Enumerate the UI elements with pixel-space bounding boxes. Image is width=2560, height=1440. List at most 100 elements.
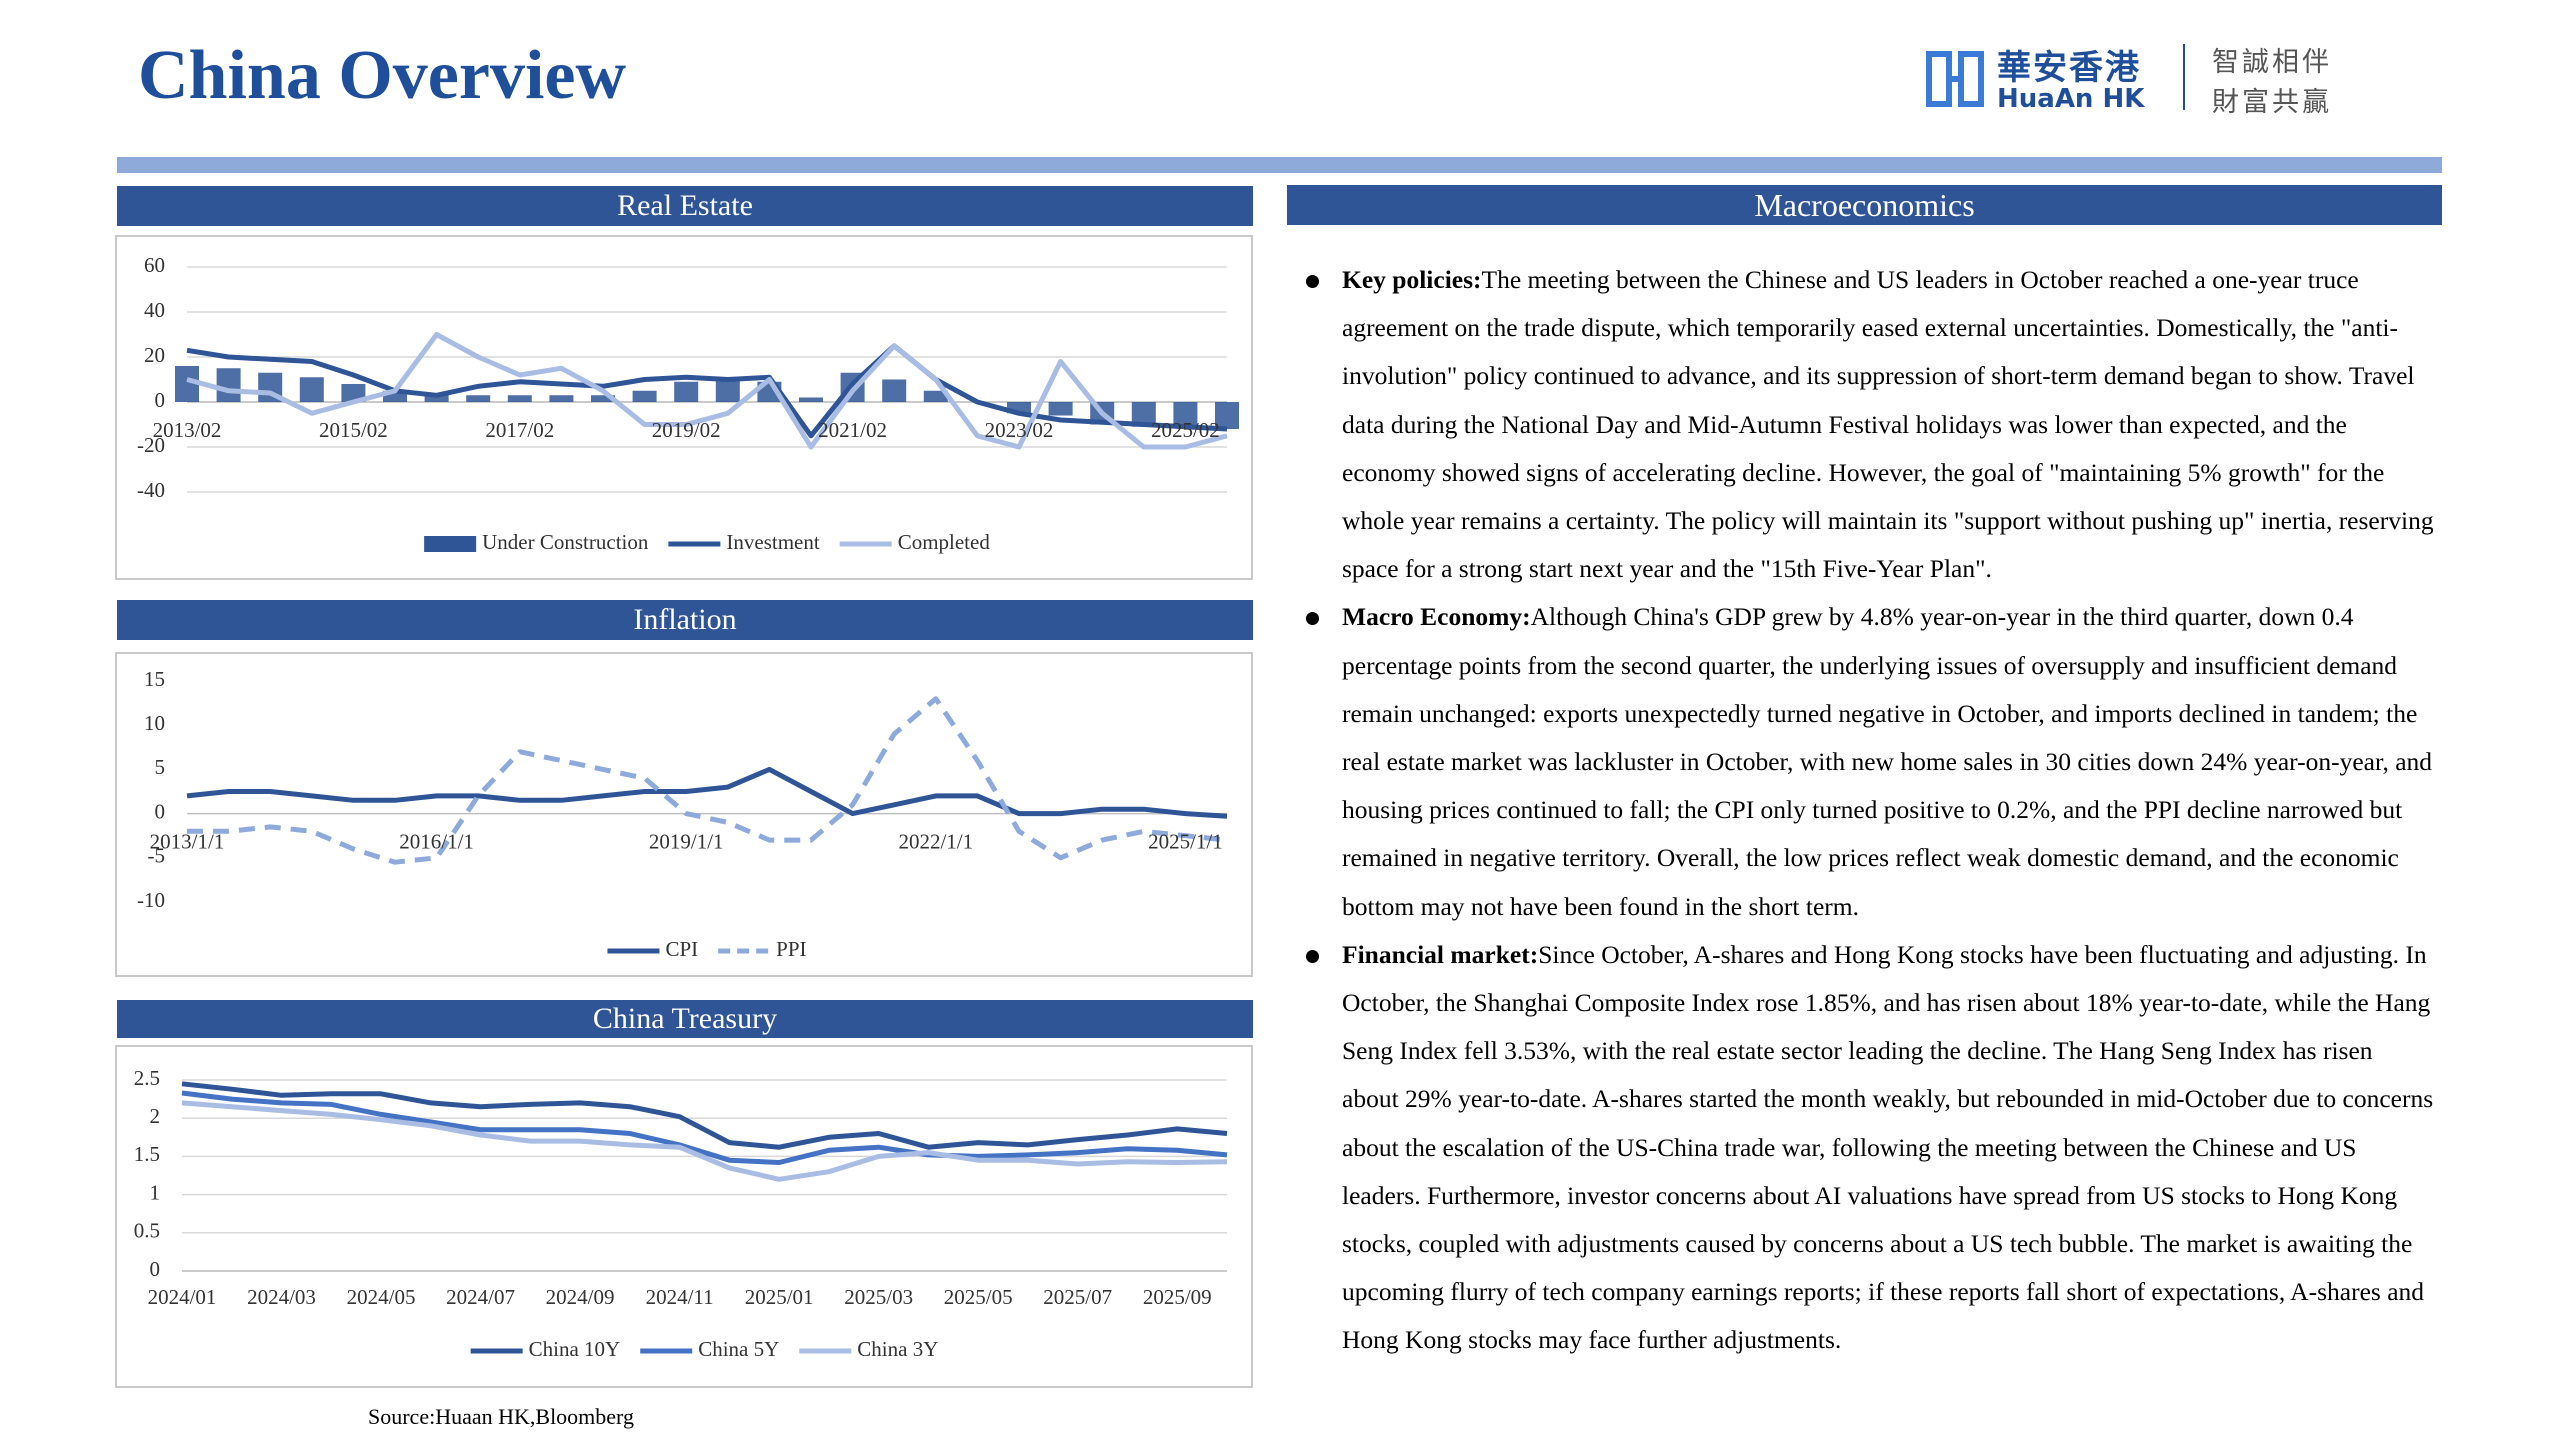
logo-icon bbox=[1926, 51, 1984, 107]
y-tick-label: -10 bbox=[137, 888, 165, 912]
x-tick-label: 2024/07 bbox=[446, 1285, 515, 1309]
bullet-item: Financial market:Since October, A-shares… bbox=[1300, 931, 2435, 1365]
y-tick-label: 1 bbox=[150, 1180, 161, 1204]
legend-label: Completed bbox=[898, 530, 991, 554]
bar bbox=[1048, 402, 1073, 416]
bullet-dot bbox=[1306, 612, 1319, 626]
bar bbox=[341, 384, 366, 402]
x-tick-label: 2019/02 bbox=[652, 418, 721, 442]
bar bbox=[799, 397, 823, 402]
bar bbox=[466, 395, 491, 402]
bullet-item: Macro Economy:Although China's GDP grew … bbox=[1300, 593, 2435, 930]
bullet-label: Macro Economy: bbox=[1342, 602, 1531, 632]
x-tick-label: 2025/03 bbox=[844, 1285, 913, 1309]
y-tick-label: 2 bbox=[150, 1104, 161, 1128]
x-tick-label: 2024/01 bbox=[148, 1285, 217, 1309]
bar bbox=[216, 368, 241, 402]
bar bbox=[549, 395, 574, 402]
x-tick-label: 2021/02 bbox=[818, 418, 887, 442]
slogan-2: 財富共贏 bbox=[2212, 87, 2332, 118]
logo: 華安香港 HuaAn HK 智誠相伴 財富共贏 bbox=[1925, 38, 2345, 118]
chart: 0 0.5 1 1.5 2 2.5 2024/01 2024/03 2024/05 2024/07… bbox=[134, 1066, 1228, 1361]
bar bbox=[383, 390, 407, 402]
legend-label: China 5Y bbox=[698, 1337, 779, 1361]
macro-header: Macroeconomics bbox=[1287, 185, 2442, 225]
x-tick-label: 2025/07 bbox=[1043, 1285, 1112, 1309]
y-tick-label: 60 bbox=[144, 253, 165, 277]
y-tick-label: 10 bbox=[144, 711, 165, 735]
bar bbox=[299, 377, 324, 402]
y-tick-label: 0 bbox=[155, 388, 166, 412]
x-tick-label: 2013/02 bbox=[153, 418, 222, 442]
bar bbox=[632, 390, 657, 402]
bullet-label: Key policies: bbox=[1342, 265, 1482, 294]
y-tick-label: 5 bbox=[155, 755, 166, 779]
y-tick-label: 2.5 bbox=[134, 1066, 160, 1090]
y-tick-label: 20 bbox=[144, 343, 165, 367]
bullet-text: Although China's GDP grew by 4.8% year-o… bbox=[1342, 602, 2433, 921]
x-tick-label: 2017/02 bbox=[485, 418, 554, 442]
bullet-text: The meeting between the Chinese and US l… bbox=[1342, 265, 2434, 584]
y-tick-label: 40 bbox=[144, 298, 165, 322]
macro-list: Key policies:The meeting between the Chi… bbox=[1300, 256, 2435, 1365]
chart-box: -10 -5 0 5 10 15 2013/1/1 2016/1/1 2019/1/1 2022/… bbox=[115, 652, 1253, 977]
legend-label: China 3Y bbox=[857, 1337, 938, 1361]
bar bbox=[923, 390, 948, 402]
chart-header: China Treasury bbox=[117, 1000, 1253, 1038]
y-tick-label: 0 bbox=[155, 799, 166, 823]
logo-divider bbox=[2183, 44, 2185, 110]
series-line bbox=[181, 1081, 1228, 1150]
bar bbox=[715, 379, 740, 402]
bar bbox=[591, 395, 615, 402]
x-tick-label: 2025/05 bbox=[944, 1285, 1013, 1309]
bar bbox=[882, 379, 907, 402]
y-tick-label: -40 bbox=[137, 478, 165, 502]
bullet-dot bbox=[1306, 275, 1319, 288]
legend-label: China 10Y bbox=[529, 1337, 621, 1361]
header-band bbox=[117, 157, 2442, 173]
bar bbox=[1173, 402, 1198, 427]
chart-header: Inflation bbox=[117, 600, 1253, 640]
page-title: China Overview bbox=[138, 37, 627, 114]
series-line bbox=[186, 332, 1228, 450]
logo-en: HuaAn HK bbox=[1997, 84, 2145, 114]
source-note: Source:Huaan HK,Bloomberg bbox=[368, 1404, 634, 1429]
bullet-dot bbox=[1306, 949, 1319, 963]
chart: -10 -5 0 5 10 15 2013/1/1 2016/1/1 2019/1/1 2022/… bbox=[137, 667, 1228, 961]
x-tick-label: 2025/02 bbox=[1151, 418, 1220, 442]
chart-box: 0 0.5 1 1.5 2 2.5 2024/01 2024/03 2024/05 2024/07… bbox=[115, 1045, 1253, 1388]
x-tick-label: 2016/1/1 bbox=[399, 829, 474, 853]
legend-swatch bbox=[424, 536, 477, 552]
y-tick-label: 15 bbox=[144, 667, 165, 691]
y-tick-label: 0.5 bbox=[134, 1219, 160, 1243]
slogan-1: 智誠相伴 bbox=[2212, 47, 2332, 78]
x-tick-label: 2025/09 bbox=[1143, 1285, 1212, 1309]
bullet-item: Key policies:The meeting between the Chi… bbox=[1300, 256, 2435, 593]
chart-box: -40 -20 0 20 40 60 2013/02 2015/02 2017/02 2019/0… bbox=[115, 235, 1253, 580]
legend-label: PPI bbox=[776, 937, 806, 961]
y-tick-label: -5 bbox=[148, 844, 166, 868]
series-line bbox=[186, 766, 1228, 819]
logo-cn: 華安香港 bbox=[1997, 48, 2141, 88]
legend-label: CPI bbox=[665, 937, 698, 961]
x-tick-label: 2022/1/1 bbox=[898, 829, 973, 853]
bullet-text: Since October, A-shares and Hong Kong st… bbox=[1342, 939, 2434, 1355]
chart: -40 -20 0 20 40 60 2013/02 2015/02 2017/02 2019/0… bbox=[137, 253, 1239, 554]
x-tick-label: 2019/1/1 bbox=[649, 829, 724, 853]
y-tick-label: 0 bbox=[150, 1257, 161, 1281]
series-line bbox=[181, 1100, 1228, 1182]
x-tick-label: 2024/09 bbox=[546, 1285, 615, 1309]
series-line bbox=[186, 343, 1228, 439]
chart-header: Real Estate bbox=[117, 186, 1253, 226]
y-tick-label: -20 bbox=[137, 433, 165, 457]
bar bbox=[1007, 402, 1031, 414]
bar bbox=[674, 381, 699, 402]
x-tick-label: 2023/02 bbox=[985, 418, 1054, 442]
series-line bbox=[181, 1090, 1228, 1165]
x-tick-label: 2024/05 bbox=[347, 1285, 416, 1309]
legend-label: Investment bbox=[726, 530, 819, 554]
legend-label: Under Construction bbox=[482, 530, 649, 554]
x-tick-label: 2025/01 bbox=[745, 1285, 814, 1309]
bar bbox=[507, 395, 532, 402]
